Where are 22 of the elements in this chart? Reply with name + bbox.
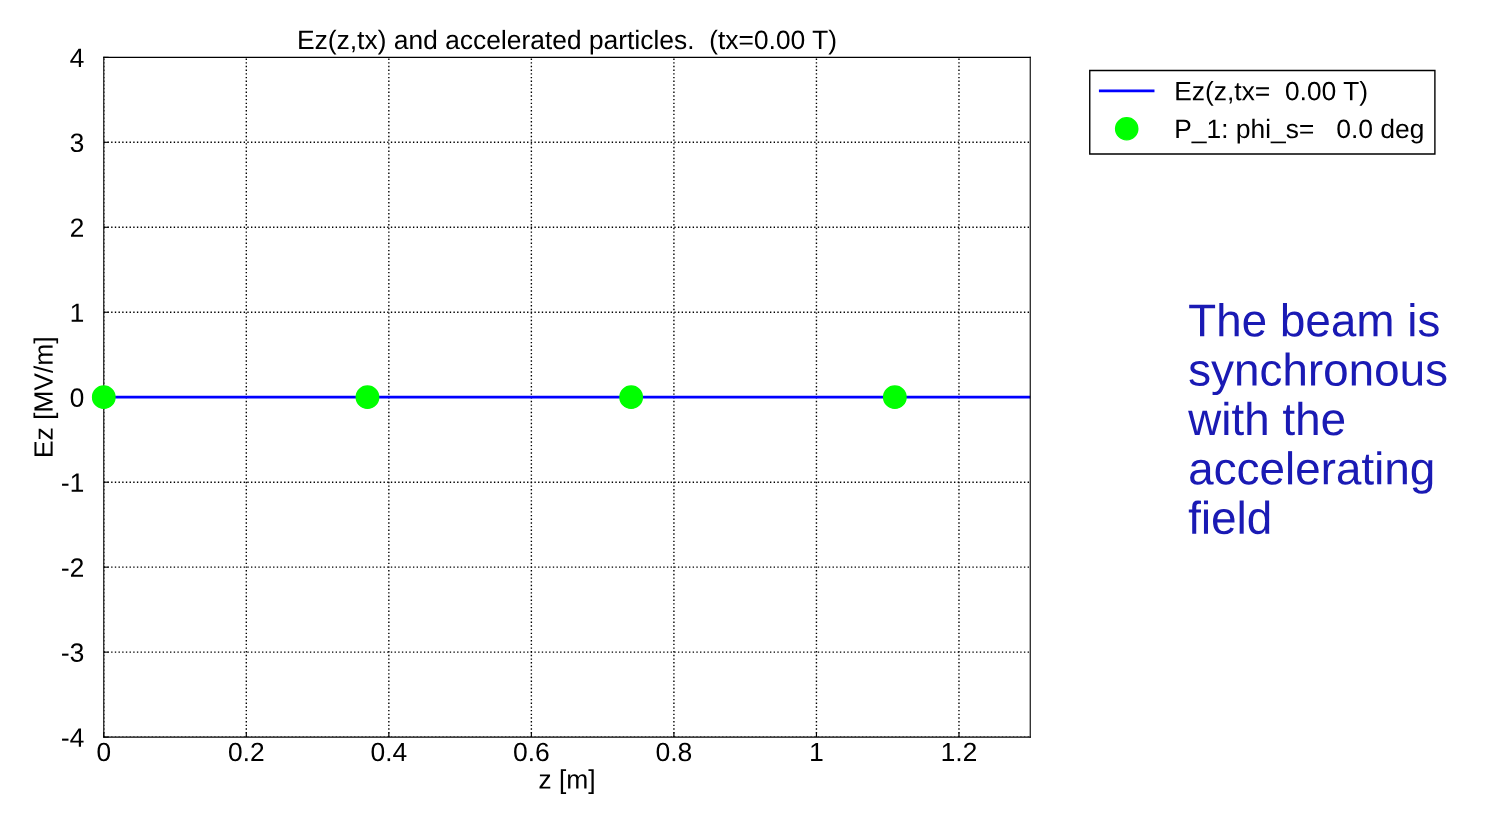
- x-tick-label: 0.8: [656, 742, 692, 762]
- y-tick-label: -4: [62, 728, 84, 747]
- x-tick-label: 1: [811, 742, 823, 762]
- x-tick-label: 0: [97, 742, 111, 762]
- legend-label: Ez(z,tx= 0.00 T): [1176, 81, 1367, 106]
- x-tick-label: 1.2: [942, 742, 976, 762]
- x-tick-label: 0.6: [514, 742, 549, 762]
- y-axis-title: Ez [MV/m]: [33, 338, 59, 456]
- x-tick-label: 0.4: [371, 742, 407, 762]
- chart-title: Ez(z,tx) and accelerated particles. (tx=0.00 T): [299, 29, 836, 55]
- legend-label: P_1: phi_s= 0.0 deg: [1176, 118, 1423, 144]
- y-tick-label: -3: [62, 643, 84, 662]
- x-axis-title: z [m]: [539, 769, 594, 794]
- y-tick-label: -2: [62, 558, 84, 577]
- y-tick-label: 2: [70, 218, 84, 237]
- y-tick-label: 1: [71, 303, 84, 322]
- text: The beam is synchronous with the accelerating field: [1188, 303, 1447, 535]
- y-tick-label: 4: [70, 48, 84, 67]
- x-tick-label: 0.2: [229, 742, 264, 762]
- y-tick-label: 0: [70, 388, 84, 408]
- y-tick-label: -1: [62, 473, 84, 492]
- y-tick-label: 3: [70, 133, 84, 153]
